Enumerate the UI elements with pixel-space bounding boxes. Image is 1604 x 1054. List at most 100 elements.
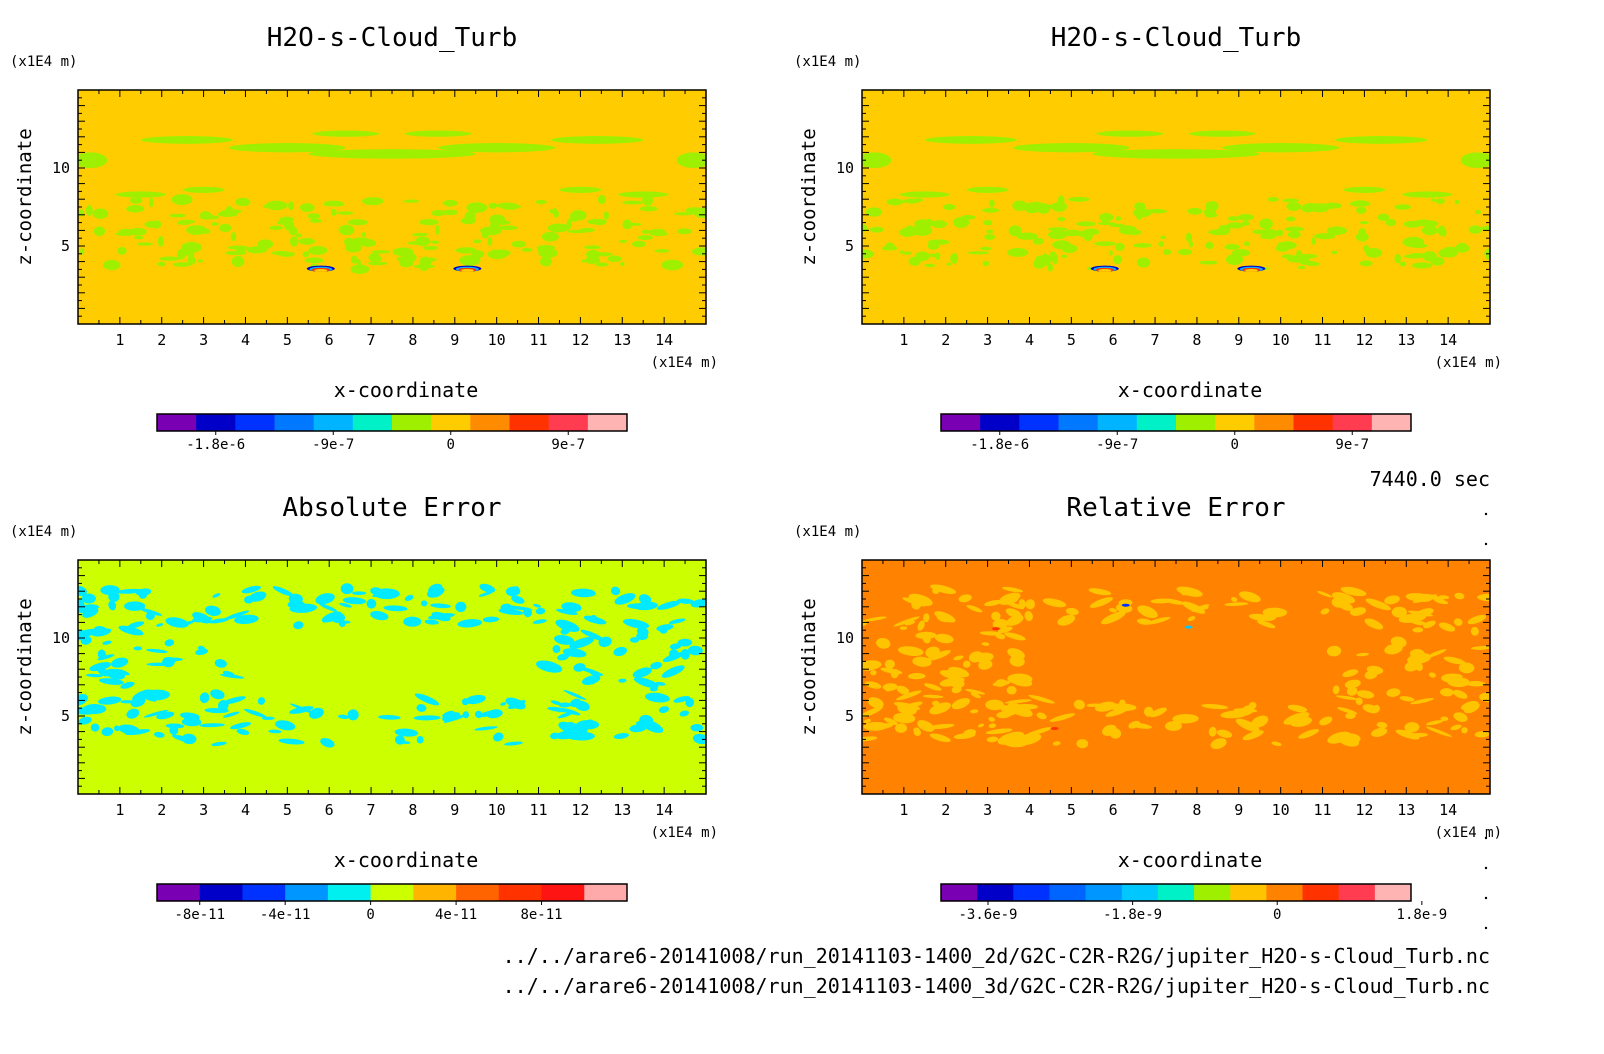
error-blob <box>278 738 305 745</box>
error-blob <box>655 681 666 686</box>
x-tick-label: 13 <box>613 801 631 819</box>
error-blob <box>1163 598 1185 605</box>
error-blob <box>1007 673 1033 685</box>
colorbar-cell <box>470 414 510 431</box>
cloud-patch <box>674 212 694 216</box>
colorbar-cell <box>1215 414 1255 431</box>
error-blob <box>636 721 649 728</box>
error-blob <box>195 648 209 656</box>
cloud-band <box>228 143 346 153</box>
x-tick-label: 3 <box>983 801 992 819</box>
cloud-patch <box>392 247 414 257</box>
cloud-patch <box>181 241 202 253</box>
cloud-patch <box>1281 254 1295 259</box>
error-blob <box>133 646 143 651</box>
cloud-patch <box>1394 253 1402 264</box>
colorbar-cell <box>1058 414 1099 431</box>
cloud-patch <box>541 231 560 242</box>
error-blob <box>162 657 175 668</box>
error-blob <box>929 702 952 715</box>
error-blob <box>634 601 659 611</box>
error-blob <box>690 599 706 608</box>
cloud-patch <box>1218 224 1231 236</box>
error-blob <box>1332 685 1340 695</box>
error-blob <box>1384 643 1403 655</box>
colorbar-cell <box>313 414 354 431</box>
error-blob <box>951 697 970 710</box>
cloud-patch <box>419 218 439 226</box>
cloud-patch <box>1060 254 1068 259</box>
x-unit-label: (x1E4 m) <box>651 355 718 371</box>
colorbar: -1.8e-6 -9e-7 0 9e-7 <box>940 413 1412 453</box>
cloud-band <box>1188 130 1256 137</box>
error-blob <box>1454 592 1465 600</box>
cloud-patch <box>1438 248 1451 258</box>
cloud-patch <box>1047 227 1068 232</box>
error-blob <box>1460 700 1479 711</box>
x-tick-label: 4 <box>241 801 250 819</box>
error-blob <box>1426 720 1444 726</box>
cloud-patch <box>908 256 921 266</box>
x-tick-label: 10 <box>1272 801 1290 819</box>
cloud-patch <box>197 259 204 263</box>
error-blob <box>1320 608 1330 615</box>
error-blob <box>427 593 440 598</box>
cloud-patch <box>231 255 245 267</box>
error-blob <box>1337 707 1358 715</box>
error-blob <box>1317 591 1333 598</box>
cloud-patch <box>80 248 85 255</box>
cloud-patch <box>641 229 651 234</box>
cloud-patch <box>338 224 355 236</box>
error-blob <box>934 633 954 644</box>
error-blob <box>863 718 871 724</box>
colorbar-tick-label: 0 <box>1273 907 1281 923</box>
error-blob <box>184 718 194 726</box>
error-blob <box>1201 703 1229 710</box>
error-blob <box>1283 712 1310 725</box>
cloud-patch <box>1267 197 1279 202</box>
cloud-patch <box>1231 249 1251 257</box>
x-tick-label: 1 <box>899 331 908 349</box>
error-blob <box>563 690 587 700</box>
error-blob <box>904 620 916 626</box>
cloud-patch <box>1118 225 1137 235</box>
error-blob <box>992 680 1011 687</box>
error-blob <box>629 637 640 643</box>
cloud-patch <box>1454 199 1460 205</box>
error-blob <box>1149 707 1167 718</box>
cloud-band <box>140 136 233 144</box>
cloud-patch <box>1039 259 1050 267</box>
cloud-patch <box>396 256 417 263</box>
cloud-patch <box>912 225 933 236</box>
error-blob <box>1144 706 1154 717</box>
error-blob <box>570 588 596 598</box>
error-blob <box>1479 692 1490 703</box>
cloud-patch <box>1063 229 1082 237</box>
cloud-patch <box>420 267 428 271</box>
error-blob <box>1089 597 1113 608</box>
x-tick-label: 11 <box>530 801 548 819</box>
error-blob <box>863 616 887 622</box>
cloud-patch <box>884 242 895 250</box>
x-tick-label: 2 <box>941 801 950 819</box>
cloud-patch <box>415 236 431 247</box>
cloud-patch <box>980 246 992 251</box>
error-blob <box>222 711 240 718</box>
error-blob <box>479 710 496 718</box>
colorbar-tick-label: -9e-7 <box>312 437 354 453</box>
error-blob <box>917 620 925 631</box>
error-blob <box>985 699 1005 711</box>
x-tick-label: 11 <box>1314 331 1332 349</box>
heatmap-pattern <box>862 584 1490 750</box>
y-tick-label: 10 <box>836 159 854 177</box>
cloud-patch <box>186 225 208 235</box>
error-blob <box>1242 730 1264 741</box>
cloud-patch <box>1030 201 1044 212</box>
error-blob <box>1172 714 1199 724</box>
error-blob <box>550 700 562 706</box>
cloud-patch <box>350 255 358 264</box>
error-blob <box>1042 598 1067 608</box>
cloud-patch <box>943 203 956 211</box>
cloud-patch <box>961 214 976 220</box>
